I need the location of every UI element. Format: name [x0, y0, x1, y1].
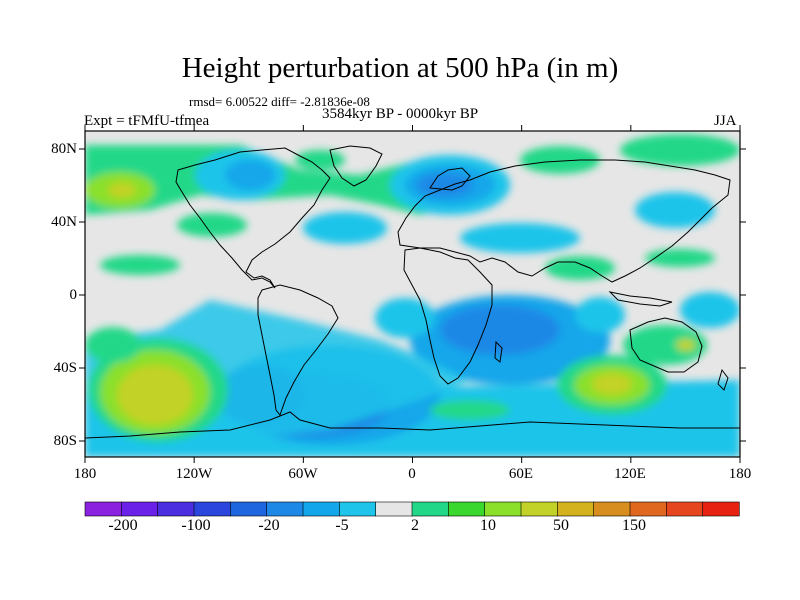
lon-tick-label: 60W	[288, 466, 318, 482]
new-zealand-coast	[717, 368, 729, 391]
colorbar-swatch	[629, 501, 667, 517]
period-label: 3584kyr BP - 0000kyr BP	[322, 106, 479, 122]
antarctica-coast	[85, 411, 740, 439]
colorbar-swatch	[448, 501, 486, 517]
season-label: JJA	[714, 113, 737, 129]
lon-tick-label: 0	[408, 466, 416, 482]
madagascar-coast	[494, 340, 503, 363]
colorbar-swatch	[593, 501, 631, 517]
colorbar-swatch	[339, 501, 377, 517]
colorbar-swatch	[193, 501, 231, 517]
lon-tick-label: 120E	[614, 466, 646, 482]
coastlines	[85, 145, 740, 439]
lon-tick-label: 60E	[508, 466, 534, 482]
colorbar-swatch	[302, 501, 340, 517]
rmsd-diff-stats: rmsd= 6.00522 diff= -2.81836e-08	[189, 94, 370, 109]
colorbar-swatch	[121, 501, 159, 517]
lat-tick-label: 40S	[53, 360, 77, 376]
colorbar-swatch	[84, 501, 122, 517]
greenland-coast	[329, 145, 383, 187]
colorbar-swatch	[557, 501, 595, 517]
lon-tick-label: 120W	[175, 466, 213, 482]
lat-tick-label: 80S	[53, 433, 77, 449]
lon-tick-label: 180	[73, 466, 97, 482]
colorbar-label: -5	[335, 517, 349, 534]
scandinavia-coast	[429, 167, 471, 191]
colorbar-swatch	[702, 501, 740, 517]
lat-tick-label: 80N	[51, 141, 77, 157]
lat-tick-label: 40N	[51, 214, 77, 230]
colorbar	[84, 501, 740, 517]
colorbar-swatch	[230, 501, 268, 517]
map-title: Height perturbation at 500 hPa (in m)	[181, 52, 619, 84]
colorbar-swatch	[411, 501, 449, 517]
colorbar-label: 10	[480, 517, 496, 534]
lon-tick-label: 180	[728, 466, 752, 482]
colorbar-swatch	[266, 501, 304, 517]
experiment-label: Expt = tFMfU-tfmea	[84, 113, 210, 129]
colorbar-swatch	[157, 501, 195, 517]
colorbar-swatch	[375, 501, 413, 517]
colorbar-label: 150	[622, 517, 646, 534]
colorbar-label: 2	[411, 517, 419, 534]
south-america-coast	[257, 284, 339, 417]
colorbar-swatch	[484, 501, 522, 517]
africa-coast	[403, 247, 493, 385]
colorbar-swatch	[520, 501, 558, 517]
colorbar-label: 50	[553, 517, 569, 534]
colorbar-swatch	[666, 501, 704, 517]
north-america-coast	[175, 147, 331, 289]
australia-coast	[629, 317, 703, 373]
indonesia-coast	[608, 291, 673, 307]
lat-tick-label: 0	[69, 287, 78, 303]
eurasia-coast	[397, 159, 731, 283]
colorbar-label: -100	[181, 517, 211, 534]
colorbar-label: -20	[258, 517, 280, 534]
colorbar-label: -200	[108, 517, 138, 534]
height-field	[85, 131, 740, 457]
axis-ticks	[79, 125, 746, 463]
